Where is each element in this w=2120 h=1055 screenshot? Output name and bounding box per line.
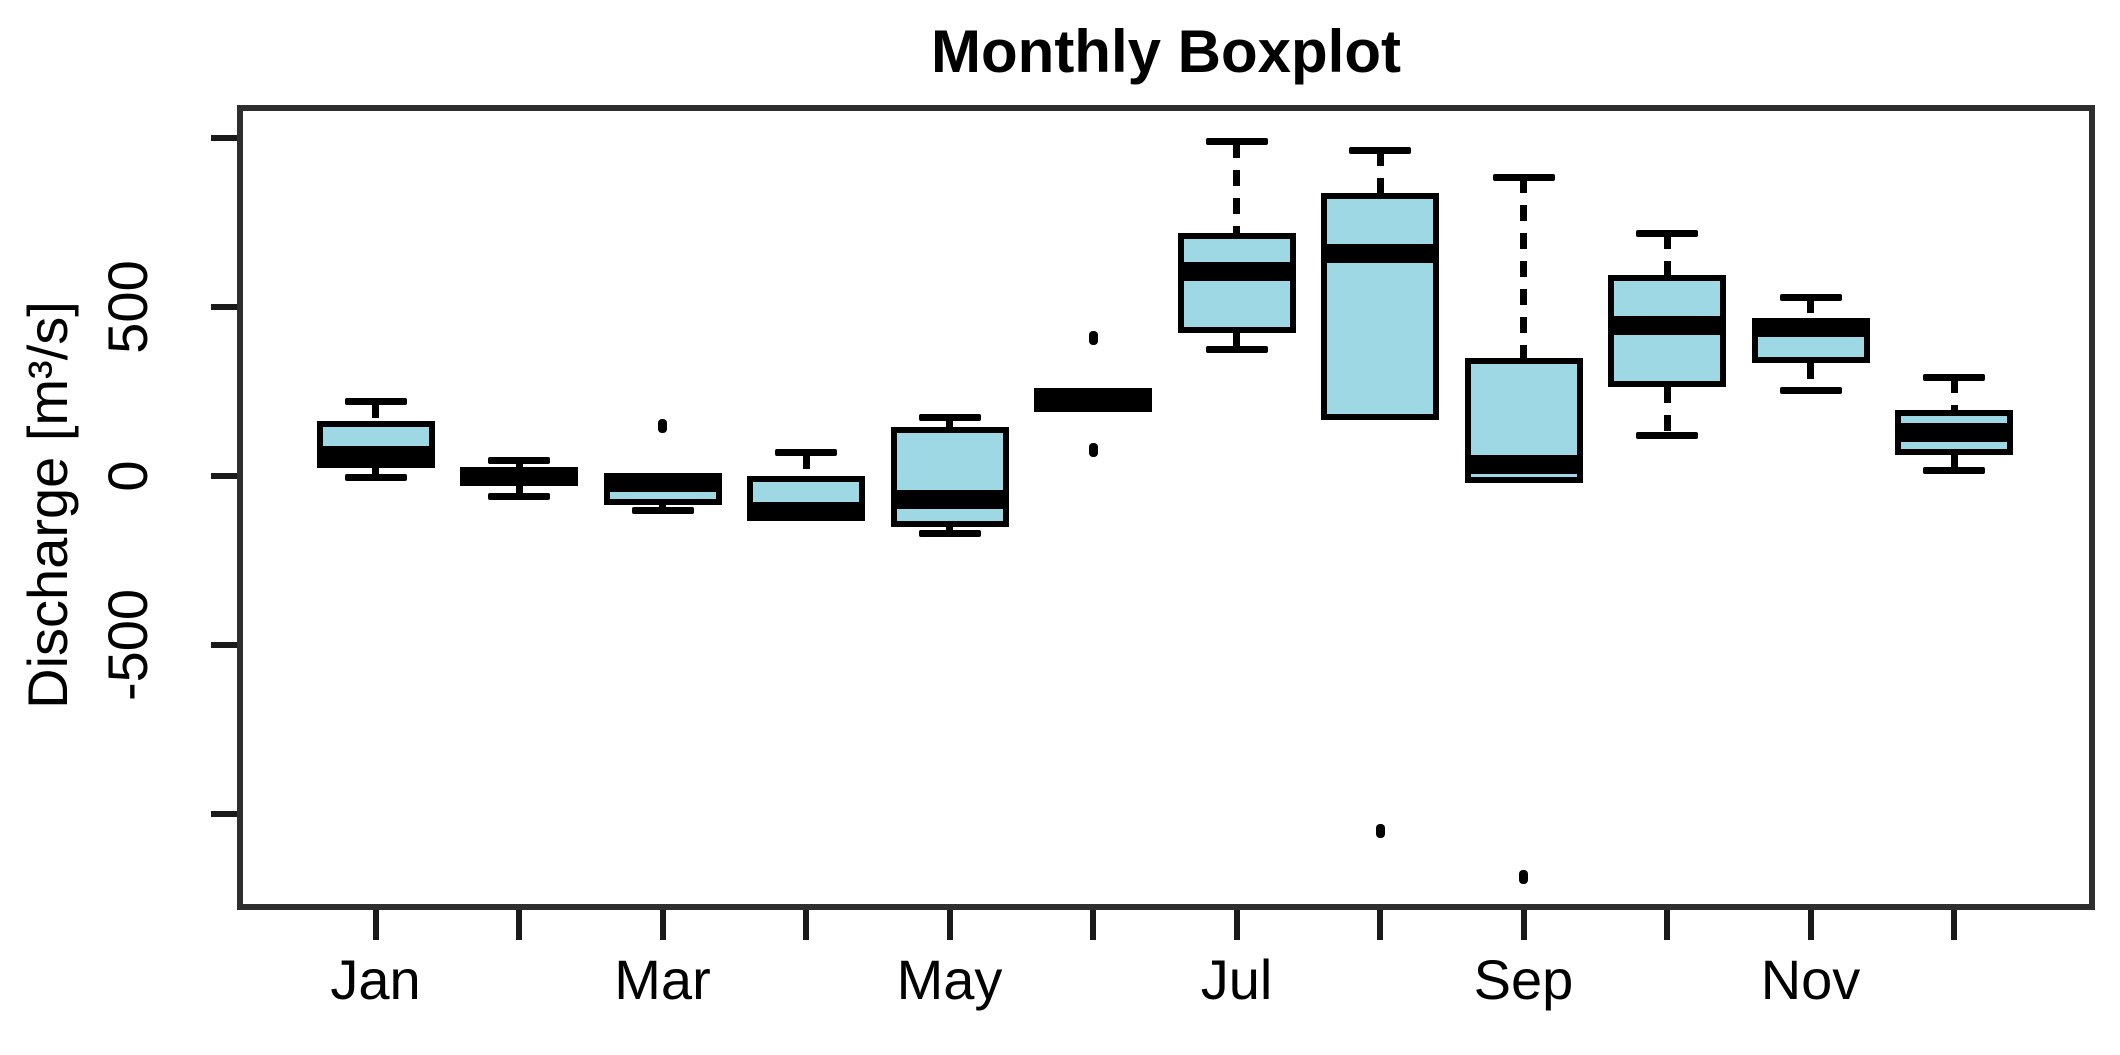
x-axis-tick (1377, 910, 1383, 940)
x-tick-label-may: May (896, 948, 1003, 1011)
y-axis-tick (211, 811, 237, 818)
plot-area (237, 105, 2095, 910)
whisker-upper-stem-oct (1663, 233, 1671, 276)
whisker-lower-cap-jul (1205, 346, 1268, 354)
y-tick-label: -500 (96, 589, 159, 702)
x-tick-label-jan: Jan (330, 948, 421, 1011)
x-axis-tick (1233, 910, 1240, 940)
median-may (890, 489, 1009, 509)
whisker-upper-cap-sep (1492, 173, 1555, 181)
whisker-lower-cap-dec (1923, 466, 1985, 474)
x-axis-tick (516, 910, 522, 940)
median-feb (460, 466, 578, 486)
median-dec (1895, 422, 2013, 442)
whisker-lower-cap-oct (1636, 432, 1698, 440)
box-may (890, 427, 1009, 527)
y-axis-tick (211, 473, 237, 480)
whisker-upper-stem-jan (372, 401, 379, 421)
x-axis-tick (803, 910, 809, 940)
x-axis-tick (1951, 910, 1957, 940)
x-tick-label-jul: Jul (1200, 948, 1273, 1011)
whisker-lower-stem-jul (1233, 332, 1240, 350)
median-jan (316, 446, 435, 466)
outlier-dot-sep (1519, 869, 1528, 884)
whisker-lower-stem-feb (515, 485, 523, 497)
outlier-dot-jun (1088, 331, 1098, 346)
y-axis-tick (211, 135, 237, 142)
chart-title: Monthly Boxplot (931, 18, 1401, 85)
median-nov (1751, 318, 1870, 338)
median-mar (603, 472, 722, 492)
median-oct (1608, 316, 1726, 336)
whisker-upper-stem-apr (802, 452, 810, 477)
y-axis-title: Discharge [m³/s] (16, 301, 79, 709)
whisker-upper-cap-may (918, 413, 981, 421)
x-axis-tick (372, 910, 379, 940)
x-tick-label-sep: Sep (1473, 948, 1574, 1011)
x-axis-tick (1090, 910, 1096, 940)
whisker-lower-cap-may (918, 530, 981, 538)
box-jul (1177, 233, 1296, 333)
y-axis-tick (211, 642, 237, 649)
y-tick-label: 500 (96, 260, 159, 355)
median-aug (1321, 243, 1439, 263)
whisker-upper-stem-nov (1807, 297, 1814, 321)
x-axis-tick (1807, 910, 1814, 940)
whisker-upper-stem-may (946, 417, 953, 428)
whisker-lower-stem-dec (1950, 455, 1958, 471)
x-axis-tick (946, 910, 953, 940)
median-jun (1034, 389, 1152, 409)
median-jul (1177, 262, 1296, 282)
whisker-upper-stem-aug (1376, 150, 1384, 194)
box-aug (1321, 193, 1439, 421)
whisker-upper-cap-apr (775, 449, 837, 457)
whisker-lower-cap-feb (488, 493, 550, 501)
outlier-dot-jun (1088, 443, 1098, 458)
outlier-dot-aug (1375, 823, 1385, 838)
whisker-upper-cap-jan (344, 398, 407, 406)
whisker-upper-cap-oct (1636, 229, 1698, 237)
whisker-lower-cap-mar (631, 506, 694, 514)
whisker-upper-cap-jul (1205, 138, 1268, 146)
x-axis-tick (1520, 910, 1527, 940)
x-axis-tick (1664, 910, 1670, 940)
outlier-dot-mar (658, 418, 667, 433)
x-tick-label-nov: Nov (1760, 948, 1861, 1011)
whisker-upper-stem-jul (1233, 141, 1240, 233)
whisker-upper-cap-dec (1923, 373, 1985, 381)
whisker-upper-cap-feb (488, 456, 550, 464)
y-tick-label: 0 (96, 460, 159, 492)
median-apr (747, 502, 865, 522)
median-sep (1464, 454, 1583, 474)
whisker-upper-cap-aug (1349, 146, 1411, 154)
whisker-lower-cap-jan (344, 474, 407, 482)
whisker-upper-stem-dec (1950, 377, 1958, 411)
x-axis-tick (659, 910, 666, 940)
y-axis-tick (211, 304, 237, 311)
whisker-lower-stem-oct (1663, 386, 1671, 436)
x-tick-label-mar: Mar (614, 948, 711, 1011)
whisker-lower-stem-nov (1807, 363, 1814, 391)
whisker-upper-cap-nov (1779, 293, 1842, 301)
whisker-lower-stem-jan (372, 467, 379, 478)
whisker-upper-stem-sep (1520, 177, 1527, 358)
whisker-lower-cap-nov (1779, 386, 1842, 394)
